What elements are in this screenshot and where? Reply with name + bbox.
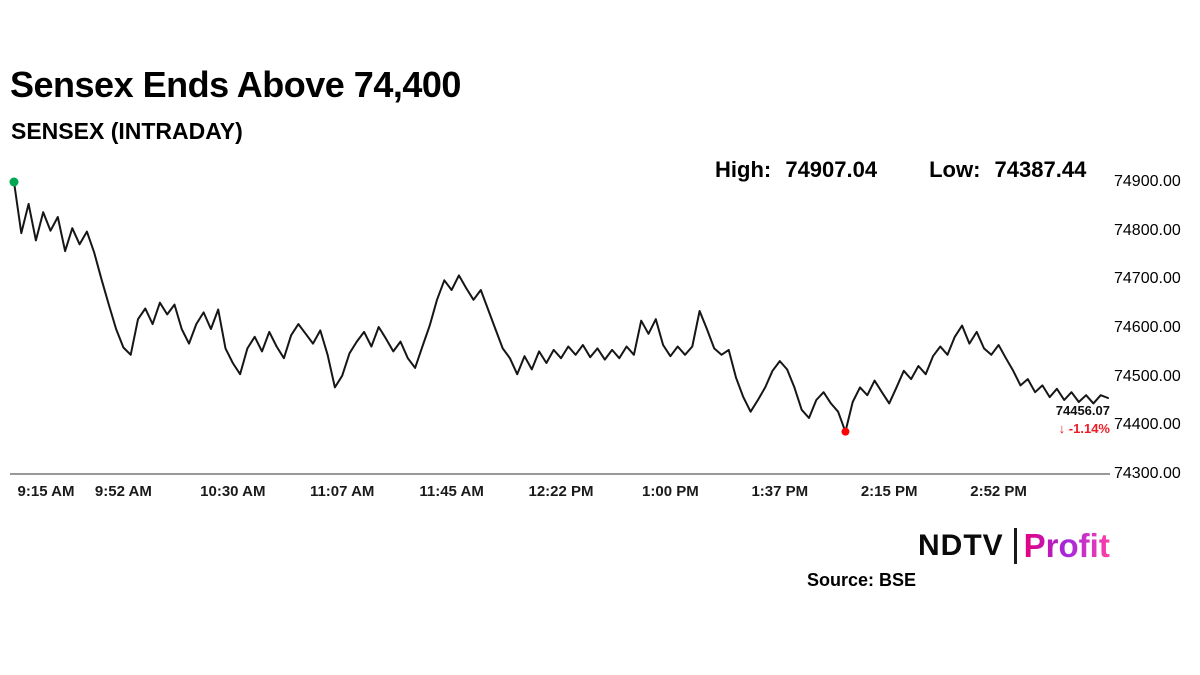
high-label: High: (715, 157, 772, 182)
x-tick-label: 2:52 PM (970, 483, 1027, 500)
source-label: Source: BSE (807, 570, 917, 590)
y-tick-label: 74600.00 (1114, 319, 1181, 336)
x-tick-label: 11:45 AM (419, 483, 484, 500)
high-stat: High: 74907.04 (715, 157, 877, 183)
y-tick-label: 74800.00 (1114, 221, 1181, 239)
y-tick-label: 74900.00 (1114, 173, 1181, 190)
x-tick-label: 12:22 PM (528, 483, 594, 500)
session-low-marker (841, 427, 850, 436)
x-tick-label: 11:07 AM (309, 483, 375, 500)
down-arrow-icon: ↓ (1058, 421, 1066, 437)
ndtv-profit-logo: NDTV Profit (918, 527, 1110, 565)
low-value: 74387.44 (994, 157, 1087, 182)
page-title: Sensex Ends Above 74,400 (10, 64, 461, 105)
x-tick-label: 1:00 PM (642, 483, 699, 500)
y-tick-label: 74700.00 (1114, 270, 1181, 288)
ndtv-logo-text: NDTV (918, 529, 1004, 562)
last-price-label: 74456.07 (1055, 403, 1110, 419)
y-tick-label: 74500.00 (1114, 367, 1181, 385)
low-stat: Low: 74387.44 (929, 157, 1086, 183)
x-tick-label: 1:37 PM (751, 483, 809, 500)
percent-change-label: ↓ -1.14% (1020, 421, 1110, 436)
high-value: 74907.04 (785, 157, 878, 182)
x-tick-label: 9:15 AM (17, 483, 75, 500)
profit-logo-text: Profit (1023, 527, 1110, 564)
y-tick-label: 74300.00 (1114, 465, 1181, 482)
low-label: Low: (929, 157, 981, 182)
price-line-series (13, 181, 1109, 433)
x-tick-label: 2:15 PM (860, 483, 918, 500)
high-low-row: High: 74907.04 Low: 74387.44 (715, 157, 1086, 183)
y-tick-label: 74400.00 (1114, 416, 1181, 434)
logo-divider (1013, 528, 1017, 564)
chart-subtitle: SENSEX (INTRADAY) (11, 118, 243, 144)
session-open-marker (9, 177, 19, 187)
x-tick-label: 10:30 AM (200, 483, 266, 500)
percent-change-value: -1.14% (1068, 421, 1110, 437)
x-tick-label: 9:52 AM (94, 483, 152, 500)
